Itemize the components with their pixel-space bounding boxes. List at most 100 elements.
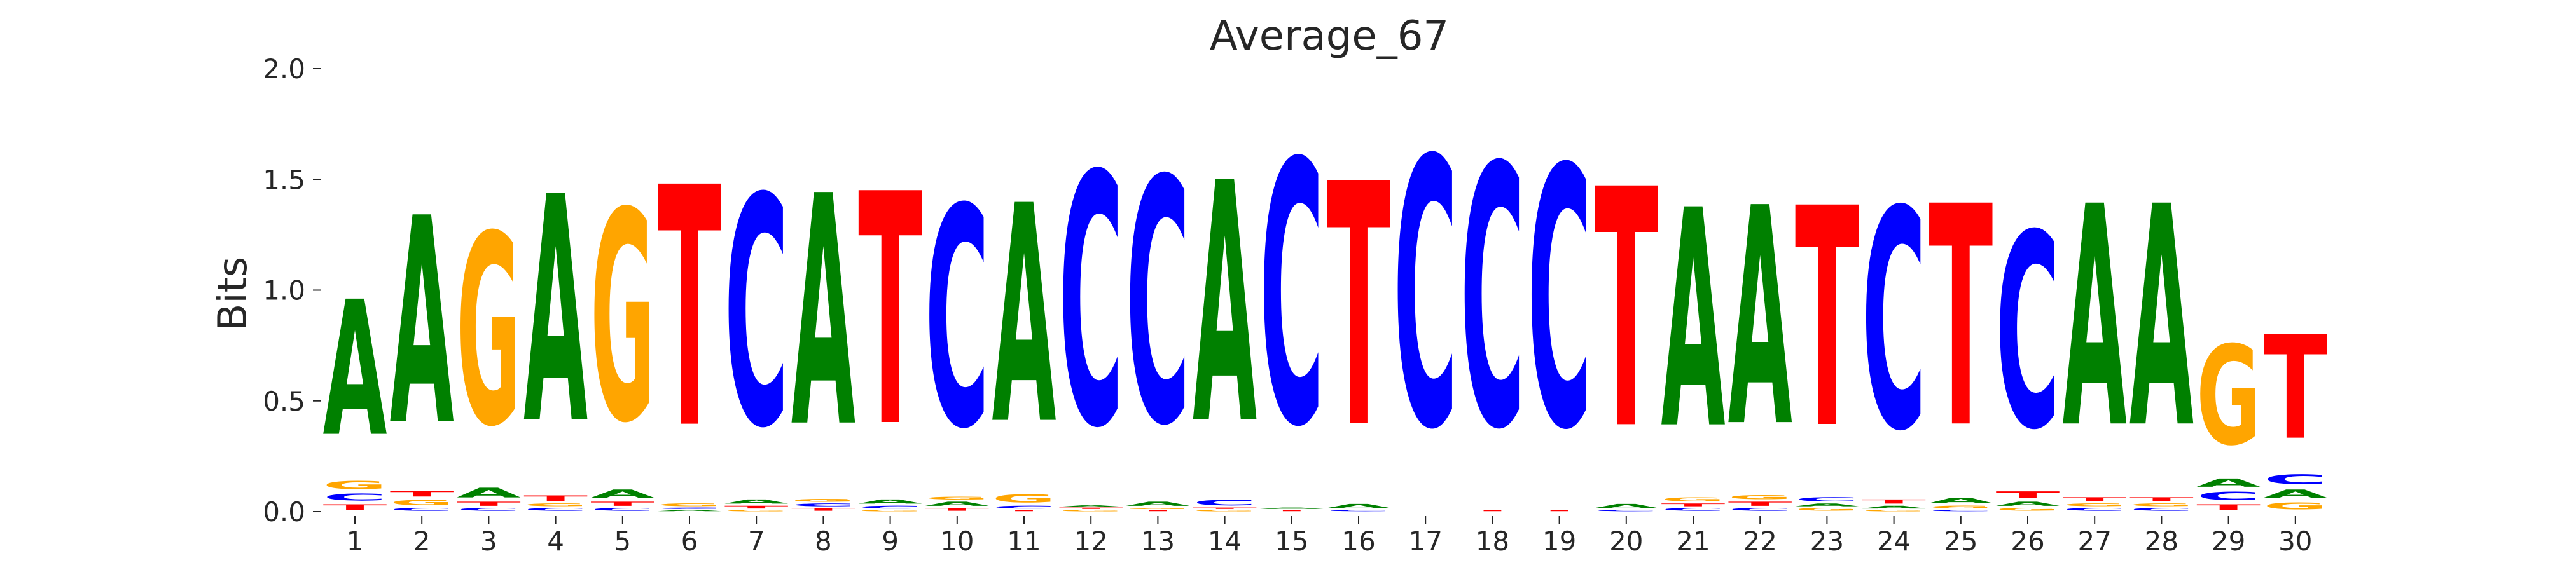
logo-letter-T: T bbox=[1259, 510, 1324, 512]
x-tick-label: 17 bbox=[1408, 526, 1442, 557]
logo-letter-A: A bbox=[1126, 501, 1191, 507]
logo-letter-A: A bbox=[925, 501, 990, 507]
logo-letter-T: T bbox=[2129, 496, 2194, 503]
x-tick-label: 13 bbox=[1141, 526, 1175, 557]
x-tick-label: 7 bbox=[748, 526, 765, 557]
logo-letter-C: C bbox=[1594, 510, 1658, 512]
y-tick-label: 1.0 bbox=[263, 275, 305, 306]
y-axis-label: Bits bbox=[209, 257, 256, 330]
logo-letter-G: G bbox=[1795, 507, 1859, 512]
logo-letter-C: C bbox=[1929, 510, 1993, 512]
logo-letter-T: T bbox=[658, 118, 723, 501]
logo-letter-A: A bbox=[658, 510, 722, 512]
x-tick-label: 14 bbox=[1208, 526, 1242, 557]
logo-letter-G: G bbox=[457, 179, 521, 484]
logo-letter-C: C bbox=[390, 507, 454, 512]
x-tick-label: 26 bbox=[2011, 526, 2044, 557]
logo-letter-A: A bbox=[1661, 147, 1726, 496]
logo-letter-T: T bbox=[2196, 503, 2261, 512]
logo-letter-G: G bbox=[1728, 494, 1792, 500]
logo-letter-G: G bbox=[1193, 510, 1257, 512]
x-tick-label: 18 bbox=[1476, 526, 1509, 557]
logo-letter-T: T bbox=[992, 510, 1056, 512]
logo-letter-C: C bbox=[992, 505, 1056, 510]
x-tick-label: 20 bbox=[1609, 526, 1643, 557]
logo-letter-C: C bbox=[791, 503, 855, 507]
logo-letter-A: A bbox=[1327, 503, 1392, 509]
logo-letter-C: C bbox=[925, 145, 989, 495]
logo-letter-A: A bbox=[1193, 114, 1257, 498]
logo-letter-G: G bbox=[2063, 503, 2127, 507]
logo-letter-C: C bbox=[2129, 507, 2194, 512]
logo-letter-A: A bbox=[1728, 145, 1793, 493]
logo-letter-T: T bbox=[2263, 306, 2327, 472]
logo-letter-C: C bbox=[1326, 510, 1390, 512]
logo-stacks: TCGACGTACTAGCGTACTAGACGTGTACTCGAGCATTAGC… bbox=[322, 83, 2327, 512]
x-tick-label: 11 bbox=[1007, 526, 1041, 557]
logo-letter-T: T bbox=[1126, 510, 1190, 512]
x-tick-label: 8 bbox=[815, 526, 832, 557]
logo-letter-C: C bbox=[1862, 147, 1926, 498]
logo-letter-A: A bbox=[1862, 505, 1927, 510]
logo-letter-G: G bbox=[323, 479, 387, 492]
logo-letter-C: C bbox=[1795, 496, 1859, 503]
logo-letter-T: T bbox=[1862, 498, 1926, 505]
logo-letter-T: T bbox=[724, 505, 789, 510]
logo-letter-T: T bbox=[925, 507, 989, 512]
logo-letter-G: G bbox=[2129, 503, 2194, 507]
y-axis-ticks: 0.0 0.5 1.0 1.5 2.0 bbox=[263, 53, 321, 528]
logo-letter-C: C bbox=[858, 505, 922, 510]
logo-letter-A: A bbox=[992, 143, 1057, 491]
x-tick-label: 25 bbox=[1944, 526, 1977, 557]
x-axis-ticks: 1 2 3 4 5 6 7 8 9 10 11 12 13 14 15 16 17 18 19 20 21 22 23 24 2… bbox=[347, 516, 2313, 557]
logo-letter-T: T bbox=[1059, 507, 1123, 509]
logo-letter-T: T bbox=[1594, 121, 1659, 501]
x-tick-label: 16 bbox=[1341, 526, 1375, 557]
logo-letter-T: T bbox=[590, 501, 654, 507]
logo-letter-A: A bbox=[858, 498, 923, 505]
x-tick-label: 12 bbox=[1074, 526, 1107, 557]
logo-letter-T: T bbox=[1661, 503, 1726, 507]
logo-letter-T: T bbox=[523, 494, 588, 503]
logo-letter-C: C bbox=[657, 507, 721, 509]
logo-letter-C: C bbox=[1995, 178, 2060, 489]
y-tick-label: 2.0 bbox=[263, 53, 305, 85]
logo-letter-G: G bbox=[992, 492, 1056, 505]
logo-stack: TC bbox=[1460, 92, 1525, 512]
logo-letter-G: G bbox=[1059, 510, 1123, 512]
logo-letter-G: G bbox=[390, 498, 454, 507]
logo-letter-G: G bbox=[590, 152, 654, 487]
logo-letter-G: G bbox=[1661, 496, 1726, 503]
logo-letter-G: G bbox=[1929, 505, 1993, 510]
logo-letter-T: T bbox=[858, 127, 923, 498]
logo-letter-A: A bbox=[1795, 503, 1860, 507]
logo-letter-T: T bbox=[791, 507, 855, 512]
logo-stack: TC bbox=[1527, 95, 1591, 512]
logo-letter-C: C bbox=[2196, 489, 2261, 503]
chart-title: Average_67 bbox=[1210, 13, 1449, 60]
logo-letter-A: A bbox=[1259, 507, 1324, 509]
x-tick-label: 10 bbox=[940, 526, 974, 557]
x-tick-label: 1 bbox=[347, 526, 364, 557]
logo-letter-C: C bbox=[1259, 88, 1324, 507]
y-tick-label: 0.5 bbox=[263, 386, 305, 417]
x-tick-label: 23 bbox=[1810, 526, 1844, 557]
logo-letter-C: C bbox=[322, 492, 387, 503]
logo-letter-T: T bbox=[390, 489, 454, 498]
logo-letter-T: T bbox=[2063, 496, 2127, 503]
x-tick-label: 29 bbox=[2212, 526, 2245, 557]
